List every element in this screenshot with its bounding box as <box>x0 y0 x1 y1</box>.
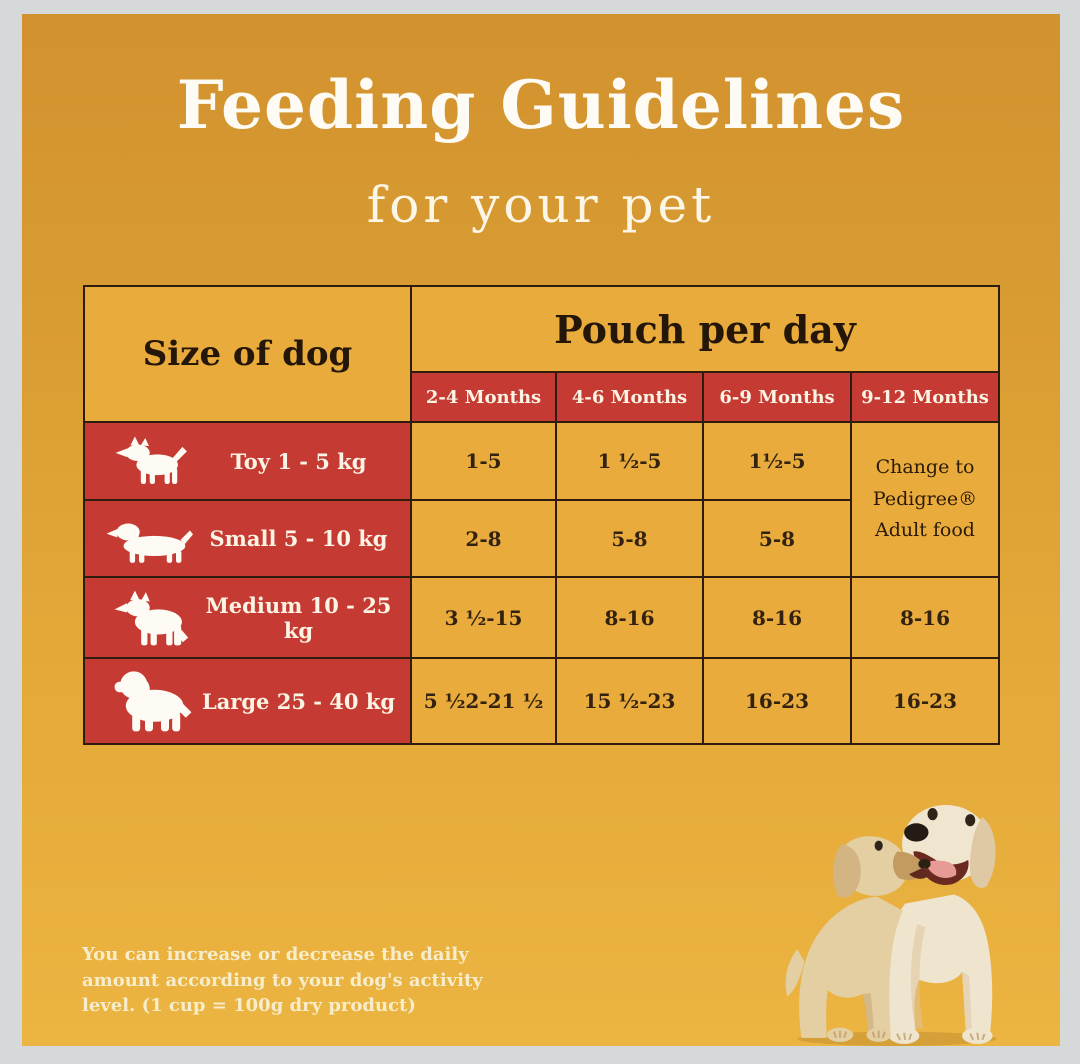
change-to-adult-food-cell: Change to Pedigree® Adult food <box>852 423 998 576</box>
adult-cell-line3: Adult food <box>875 519 975 542</box>
value-toy-4-6: 1 ½-5 <box>557 423 702 499</box>
column-header-4-6-months: 4-6 Months <box>557 373 702 421</box>
value-large-2-4: 5 ½2-21 ½ <box>412 659 555 743</box>
medium-dog-icon <box>101 589 197 647</box>
table-row-medium-label: Medium 10 - 25 kg <box>85 578 410 657</box>
pouch-per-day-header: Pouch per day <box>412 287 998 371</box>
column-header-6-9-months: 6-9 Months <box>704 373 850 421</box>
feeding-table: Size of dog Pouch per day 2-4 Months 4-6… <box>83 285 1000 745</box>
value-small-2-4: 2-8 <box>412 501 555 576</box>
page-title: Feeding Guidelines <box>176 66 906 144</box>
toy-dog-icon <box>101 435 197 487</box>
row-label-text: Toy 1 - 5 kg <box>230 448 367 474</box>
footnote-line3: level. (1 cup = 100g dry product) <box>82 995 416 1017</box>
footnote: You can increase or decrease the daily a… <box>82 942 512 1019</box>
value-medium-6-9: 8-16 <box>704 578 850 657</box>
footnote-line2: amount according to your dog's activity <box>82 969 483 991</box>
small-dog-icon <box>101 513 197 565</box>
row-label-text: Small 5 - 10 kg <box>209 526 388 551</box>
table-row-small-label: Small 5 - 10 kg <box>85 501 410 576</box>
value-medium-9-12: 8-16 <box>852 578 998 657</box>
left-puppy <box>785 836 931 1042</box>
table-row-toy-label: Toy 1 - 5 kg <box>85 423 410 499</box>
row-label-text: Medium 10 - 25 kg <box>205 592 392 643</box>
size-of-dog-header: Size of dog <box>85 287 410 421</box>
value-medium-2-4: 3 ½-15 <box>412 578 555 657</box>
value-small-6-9: 5-8 <box>704 501 850 576</box>
column-header-9-12-months: 9-12 Months <box>852 373 998 421</box>
adult-cell-line1: Change to <box>875 456 975 479</box>
table-row-large-label: Large 25 - 40 kg <box>85 659 410 743</box>
value-large-4-6: 15 ½-23 <box>557 659 702 743</box>
column-header-2-4-months: 2-4 Months <box>412 373 555 421</box>
golden-panel: Feeding Guidelines for your pet Size of … <box>22 14 1060 1046</box>
row-label-text: Large 25 - 40 kg <box>201 688 396 714</box>
value-large-9-12: 16-23 <box>852 659 998 743</box>
right-puppy <box>885 804 996 1044</box>
adult-cell-line2: Pedigree® <box>872 487 978 510</box>
value-toy-6-9: 1½-5 <box>704 423 850 499</box>
value-medium-4-6: 8-16 <box>557 578 702 657</box>
large-dog-icon <box>101 669 197 733</box>
value-toy-2-4: 1-5 <box>412 423 555 499</box>
value-small-4-6: 5-8 <box>557 501 702 576</box>
footnote-line1: You can increase or decrease the daily <box>82 944 469 965</box>
page-subtitle: for your pet <box>366 176 716 234</box>
puppies-photo <box>780 746 1015 1048</box>
value-large-6-9: 16-23 <box>704 659 850 743</box>
